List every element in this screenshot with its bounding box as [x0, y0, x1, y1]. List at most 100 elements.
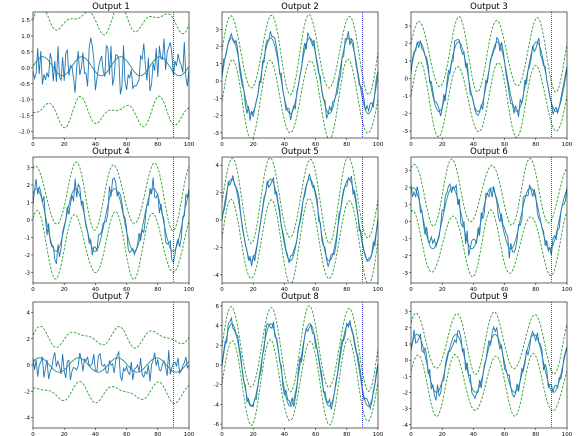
x-tick-label: 60	[312, 432, 319, 436]
subplot-7: Output 7 0 20 40 60 80 100 -4 -2 0 2 4	[25, 292, 195, 436]
x-tick-label: 0	[220, 142, 224, 148]
upper-bound-line	[33, 161, 189, 232]
x-tick-label: 60	[501, 142, 508, 148]
lower-bound-line	[411, 353, 567, 417]
x-tick-label: 40	[281, 142, 288, 148]
upper-bound-line	[411, 157, 567, 227]
x-tick-label: 60	[501, 287, 508, 293]
y-tick-label: 3	[405, 169, 409, 175]
x-tick-label: 40	[281, 287, 288, 293]
upper-bound-line	[222, 157, 378, 245]
x-tick-label: 20	[439, 142, 446, 148]
y-tick-label: -3	[403, 271, 409, 277]
lower-bound-line	[222, 197, 378, 283]
x-tick-label: 20	[61, 287, 68, 293]
x-tick-label: 40	[92, 287, 99, 293]
y-tick-label: -3	[25, 271, 31, 277]
x-tick-label: 100	[184, 142, 195, 148]
subplot-title: Output 1	[92, 2, 130, 12]
subplot-title: Output 9	[470, 292, 508, 302]
y-tick-label: -3	[403, 407, 409, 413]
x-tick-label: 80	[532, 432, 539, 436]
series-group	[33, 325, 189, 404]
x-tick-label: 20	[439, 432, 446, 436]
subplot-3: Output 3 0 20 40 60 80 100 -3 -2 -1 0 1 2 3	[403, 2, 573, 148]
x-tick-label: 80	[154, 142, 161, 148]
y-tick-label: -4	[214, 273, 220, 279]
y-tick-label: -1	[403, 237, 408, 243]
y-tick-label: 1.0	[21, 34, 30, 40]
y-tick-label: 1.5	[21, 18, 30, 24]
x-tick-label: 40	[92, 142, 99, 148]
series-group	[222, 14, 378, 138]
x-tick-label: 80	[343, 432, 350, 436]
prediction-line	[411, 325, 567, 401]
x-tick-label: 0	[409, 432, 413, 436]
upper-bound-line	[411, 16, 567, 93]
x-tick-label: 40	[92, 432, 99, 436]
series-group	[222, 157, 378, 283]
x-tick-label: 80	[343, 142, 350, 148]
prediction-line	[33, 350, 189, 383]
y-tick-label: -4	[214, 402, 220, 408]
y-tick-label: 1	[216, 62, 220, 68]
y-tick-label: 0	[405, 220, 409, 226]
y-tick-label: 3	[216, 27, 220, 33]
x-tick-label: 0	[409, 287, 413, 293]
lower-bound-line	[222, 338, 378, 427]
x-tick-label: 0	[31, 287, 35, 293]
lower-bound-line	[411, 209, 567, 278]
y-tick-label: 0	[216, 218, 220, 224]
y-tick-label: 0	[405, 77, 409, 83]
series-group	[33, 161, 189, 280]
x-tick-label: 20	[250, 142, 257, 148]
series-group	[411, 16, 567, 138]
y-tick-label: 0	[216, 363, 220, 369]
prediction-line	[222, 316, 378, 411]
series-group	[411, 311, 567, 417]
x-tick-label: 100	[373, 142, 384, 148]
y-tick-label: 0	[27, 363, 31, 369]
subplot-title: Output 2	[281, 2, 319, 12]
y-tick-label: -2	[403, 254, 408, 260]
x-tick-label: 80	[343, 287, 350, 293]
y-tick-label: 2	[405, 42, 409, 48]
subplot-4: Output 4 0 20 40 60 80 100 -3 -2 -1 0 1 2 3	[25, 147, 195, 293]
prediction-line	[222, 31, 378, 121]
x-tick-label: 80	[154, 432, 161, 436]
x-tick-label: 40	[470, 432, 477, 436]
subplot-1: Output 1 0 20 40 60 80 100 -2.0 -1.5 -1.0 -0.5 0.0 0…	[19, 2, 194, 148]
y-tick-label: -4	[403, 423, 409, 429]
y-tick-label: 0	[405, 358, 409, 364]
y-tick-label: 2	[216, 191, 220, 197]
y-tick-label: 1	[405, 203, 409, 209]
x-tick-label: 0	[220, 287, 224, 293]
y-tick-label: 0.0	[21, 66, 30, 72]
y-tick-label: 3	[405, 24, 409, 30]
subplot-8: Output 8 0 20 40 60 80 100 -6 -4 -2 0 2 4 6	[214, 292, 384, 436]
x-tick-label: 60	[123, 287, 130, 293]
y-tick-label: -3	[403, 129, 409, 135]
plot-frame	[410, 156, 568, 284]
x-tick-label: 100	[562, 287, 573, 293]
lower-bound-line	[33, 95, 189, 129]
y-tick-label: -2	[214, 114, 219, 120]
subplot-title: Output 6	[470, 147, 508, 157]
subplot-6: Output 6 0 20 40 60 80 100 -3 -2 -1 0 1 2 3	[403, 147, 573, 293]
x-tick-label: 20	[61, 142, 68, 148]
y-tick-label: 3	[27, 166, 31, 172]
y-tick-label: -4	[25, 416, 31, 422]
y-tick-label: -1	[403, 374, 408, 380]
y-tick-label: -2	[214, 383, 219, 389]
y-tick-label: 1	[405, 59, 409, 65]
upper-bound-line	[411, 311, 567, 375]
y-tick-label: 0.5	[21, 50, 30, 56]
x-tick-label: 20	[250, 432, 257, 436]
x-tick-label: 20	[250, 287, 257, 293]
y-tick-label: -1	[214, 96, 219, 102]
x-tick-label: 40	[470, 142, 477, 148]
x-tick-label: 40	[281, 432, 288, 436]
subplot-9: Output 9 0 20 40 60 80 100 -4 -3 -2 -1 0 1 2 3	[403, 292, 573, 436]
series-group	[411, 157, 567, 278]
